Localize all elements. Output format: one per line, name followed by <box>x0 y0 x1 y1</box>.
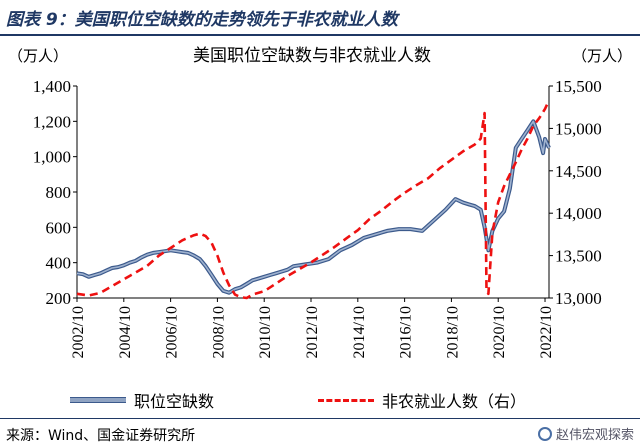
left-axis-unit: （万人） <box>8 47 68 65</box>
watermark-text: 赵伟宏观探索 <box>555 428 634 443</box>
x-tick-label: 2016/10 <box>398 306 415 358</box>
wechat-logo-icon <box>537 426 552 441</box>
x-tick-label: 2018/10 <box>444 306 461 358</box>
x-tick-label: 2004/10 <box>117 306 134 358</box>
line-chart: 美国职位空缺数与非农就业人数 （万人） （万人） 200 400 600 800 1,000 1… <box>8 46 632 358</box>
title-divider <box>0 34 640 36</box>
left-tick-label: 1,200 <box>33 112 71 131</box>
right-tick-label: 14,000 <box>555 204 602 223</box>
chart-legend: 职位空缺数 非农就业人数（右） <box>0 385 640 415</box>
right-tick-label: 15,000 <box>555 119 602 138</box>
x-tick-label: 2012/10 <box>304 306 321 358</box>
source-note: 来源：Wind、国金证券研究所 <box>6 428 196 444</box>
x-tick-label: 2014/10 <box>351 306 368 358</box>
left-tick-label: 800 <box>46 183 72 202</box>
legend-item-payrolls: 非农就业人数（右） <box>318 385 526 415</box>
footer-divider <box>0 418 640 419</box>
x-tick-label: 2020/10 <box>491 306 508 358</box>
left-tick-label: 1,000 <box>33 148 71 167</box>
watermark: 赵伟宏观探索 <box>537 424 634 443</box>
left-tick-label: 200 <box>46 289 72 308</box>
series-openings-line <box>76 120 550 294</box>
series-payrolls-line <box>76 99 551 300</box>
right-tick-label: 13,000 <box>555 289 602 308</box>
right-axis-unit: （万人） <box>572 47 632 65</box>
right-tick-label: 13,500 <box>555 247 602 266</box>
right-tick-label: 15,500 <box>555 77 602 96</box>
figure-title: 图表 9：美国职位空缺数的走势领先于非农就业人数 <box>6 10 398 30</box>
chart-title: 美国职位空缺数与非农就业人数 <box>193 46 431 66</box>
legend-label-openings: 职位空缺数 <box>134 392 215 411</box>
left-tick-label: 400 <box>46 254 72 273</box>
series-openings-outline <box>76 119 551 295</box>
legend-label-payrolls: 非农就业人数（右） <box>382 392 527 411</box>
figure-title-bar: 图表 9：美国职位空缺数的走势领先于非农就业人数 <box>0 0 640 33</box>
x-tick-label: 2008/10 <box>210 306 227 358</box>
x-tick-label: 2006/10 <box>164 306 181 358</box>
legend-item-openings: 职位空缺数 <box>70 385 214 415</box>
x-tick-label: 2022/10 <box>538 306 555 358</box>
legend-swatch-solid <box>70 397 126 403</box>
right-tick-label: 14,500 <box>555 162 602 181</box>
left-tick-label: 600 <box>46 218 72 237</box>
x-tick-label: 2002/10 <box>70 306 87 358</box>
legend-swatch-dashed <box>318 398 374 402</box>
left-tick-label: 1,400 <box>33 77 71 96</box>
x-tick-label: 2010/10 <box>257 306 274 358</box>
